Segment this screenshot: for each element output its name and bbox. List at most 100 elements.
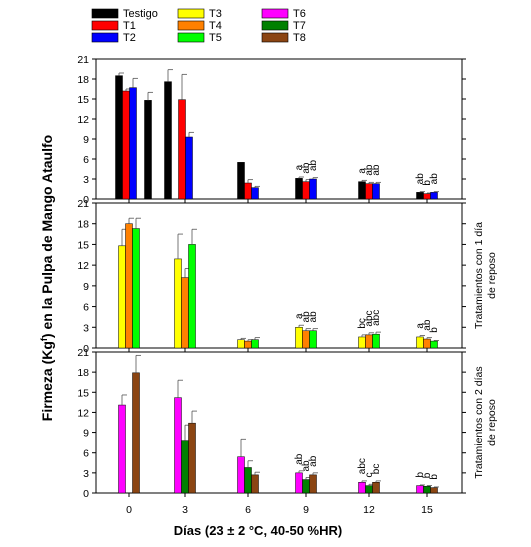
bar-t5 xyxy=(132,228,140,349)
legend-label: T8 xyxy=(293,32,306,44)
legend-swatch xyxy=(91,20,119,31)
y-tick-label: 18 xyxy=(77,219,89,231)
bar-t8 xyxy=(132,372,140,494)
y-tick-label: 12 xyxy=(77,114,89,126)
bar-t1 xyxy=(244,182,252,200)
bar-t6 xyxy=(237,456,245,494)
significance-letter: ab xyxy=(308,455,319,467)
legend-label: Testigo xyxy=(123,8,158,20)
bar-t4 xyxy=(125,223,133,349)
bar-t8 xyxy=(309,474,317,494)
y-tick-label: 21 xyxy=(77,347,89,359)
bar-t6 xyxy=(358,482,366,494)
legend-label: T5 xyxy=(209,32,222,44)
legend-label: T4 xyxy=(209,20,222,32)
y-tick-label: 6 xyxy=(83,302,89,314)
x-tick-label: 9 xyxy=(303,504,309,516)
bar-t5 xyxy=(188,244,196,349)
bar-t2 xyxy=(430,192,438,200)
significance-letter: abc xyxy=(371,310,382,326)
panel-frame xyxy=(95,351,463,494)
x-tick-label: 12 xyxy=(363,504,375,516)
y-tick-label: 21 xyxy=(77,54,89,66)
bar-t5 xyxy=(251,339,259,349)
significance-letter: bc xyxy=(371,464,382,475)
bar-t7 xyxy=(423,486,431,494)
y-tick-label: 9 xyxy=(83,281,89,293)
bar-t4 xyxy=(365,334,373,349)
legend-item-t4: T4 xyxy=(177,20,222,32)
bar-testigo xyxy=(115,75,123,200)
y-tick-label: 15 xyxy=(77,239,89,251)
y-tick-label: 15 xyxy=(77,387,89,399)
significance-letter: a xyxy=(357,168,368,174)
y-tick-label: 21 xyxy=(77,198,89,210)
bar-t3 xyxy=(118,245,126,349)
bar-t8 xyxy=(251,474,259,494)
legend-item-t1: T1 xyxy=(91,20,136,32)
bar-t4 xyxy=(302,330,310,349)
y-tick-label: 0 xyxy=(83,194,89,206)
legend-swatch xyxy=(261,8,289,19)
significance-letter: b xyxy=(422,180,433,186)
significance-letter: ab xyxy=(308,159,319,171)
y-tick-label: 15 xyxy=(77,94,89,106)
bar-t4 xyxy=(244,340,252,349)
legend-label: T2 xyxy=(123,32,136,44)
bar-t3 xyxy=(416,336,424,349)
x-axis: 0 3 6 9 12 15 xyxy=(126,504,433,516)
bar-t2 xyxy=(185,136,193,200)
significance-letter: a xyxy=(415,323,426,329)
significance-letter: ab xyxy=(301,162,312,174)
bar-t3 xyxy=(358,336,366,349)
significance-letter: ab xyxy=(301,460,312,472)
bar-testigo xyxy=(164,81,172,200)
legend-swatch xyxy=(91,8,119,19)
legend-swatch xyxy=(261,20,289,31)
significance-letter: abc xyxy=(364,310,375,326)
significance-letter: b xyxy=(415,472,426,478)
panel-frame xyxy=(95,58,463,200)
bar-testigo xyxy=(358,181,366,200)
significance-letter: b xyxy=(429,327,440,333)
bar-t1 xyxy=(302,181,310,200)
legend-item-t6: T6 xyxy=(261,8,306,20)
significance-letter: a xyxy=(294,313,305,319)
significance-letter: ab xyxy=(364,164,375,176)
significance-letter: ab xyxy=(415,173,426,185)
y-tick-label: 12 xyxy=(77,407,89,419)
bar-t4 xyxy=(181,277,189,349)
bar-testigo xyxy=(295,178,303,200)
y-tick-label: 18 xyxy=(77,367,89,379)
bar-t1 xyxy=(423,193,431,200)
bar-t2 xyxy=(309,178,317,200)
bar-testigo xyxy=(416,192,424,200)
legend-item-t5: T5 xyxy=(177,32,222,44)
bar-t5 xyxy=(372,333,380,349)
significance-letter: ab xyxy=(422,319,433,331)
legend-swatch xyxy=(91,32,119,43)
bar-t6 xyxy=(118,404,126,494)
y-tick-label: 9 xyxy=(83,428,89,440)
legend-item-t7: T7 xyxy=(261,20,306,32)
panel-right-label: Tratamientos con 2 díasde reposo xyxy=(473,366,498,478)
legend-item-t8: T8 xyxy=(261,32,306,44)
bar-t7 xyxy=(365,485,373,494)
legend-label: T6 xyxy=(293,8,306,20)
bar-t5 xyxy=(309,330,317,349)
legend-item-testigo: Testigo xyxy=(91,8,158,20)
legend-item-t2: T2 xyxy=(91,32,136,44)
y-tick-label: 0 xyxy=(83,343,89,355)
significance-letter: ab xyxy=(301,311,312,323)
bar-t5 xyxy=(430,340,438,349)
significance-letter: c xyxy=(364,473,375,478)
x-tick-label: 3 xyxy=(182,504,188,516)
y-tick-label: 6 xyxy=(83,448,89,460)
bar-t8 xyxy=(430,487,438,494)
panel-right-label: Tratamientos con 1 díade reposo xyxy=(473,222,498,329)
significance-letter: ab xyxy=(294,453,305,465)
bar-t7 xyxy=(302,479,310,494)
significance-letter: b xyxy=(429,474,440,480)
